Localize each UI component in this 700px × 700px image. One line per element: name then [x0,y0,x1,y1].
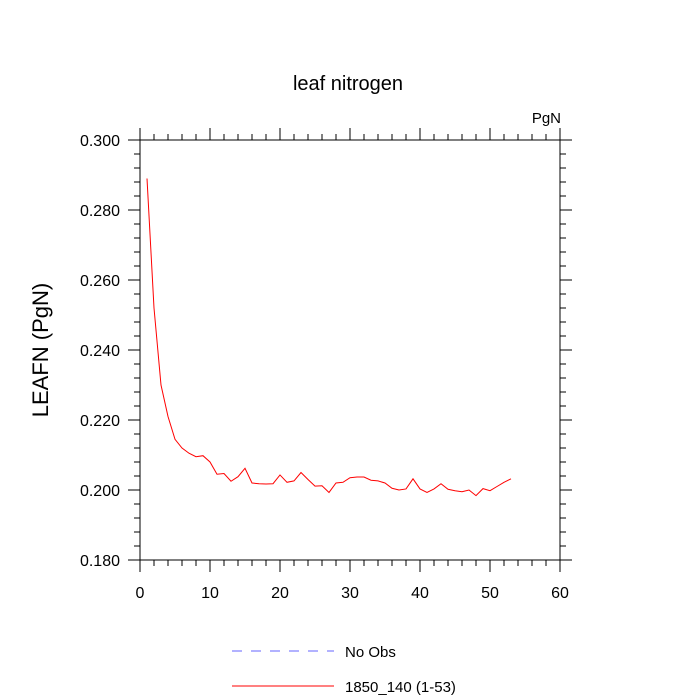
y-tick-label: 0.180 [80,553,120,570]
axis-tick-labels: 0 10 20 30 40 50 60 0.180 0.200 0.220 0.240 0.260 0.… [80,133,569,602]
legend-label-0: No Obs [345,644,396,661]
y-tick-label: 0.220 [80,413,120,430]
x-tick-label: 50 [481,585,499,602]
x-tick-label: 0 [136,585,145,602]
x-tick-label: 30 [341,585,359,602]
y-tick-label: 0.260 [80,273,120,290]
x-tick-label: 10 [201,585,219,602]
chart-title: leaf nitrogen [293,73,403,95]
series-layer [146,178,512,497]
legend: No Obs 1850_140 (1-53) [232,644,456,696]
x-tick-label: 40 [411,585,429,602]
axis-ticks [128,128,572,572]
series-line-1 [146,178,512,497]
y-tick-label: 0.200 [80,483,120,500]
legend-label-1: 1850_140 (1-53) [345,679,456,696]
y-tick-label: 0.280 [80,203,120,220]
y-tick-label: 0.240 [80,343,120,360]
units-label: PgN [532,110,561,127]
x-tick-label: 60 [551,585,569,602]
y-tick-label: 0.300 [80,133,120,150]
y-axis-label: LEAFN (PgN) [28,283,53,417]
plot-frame [139,139,561,561]
x-tick-label: 20 [271,585,289,602]
